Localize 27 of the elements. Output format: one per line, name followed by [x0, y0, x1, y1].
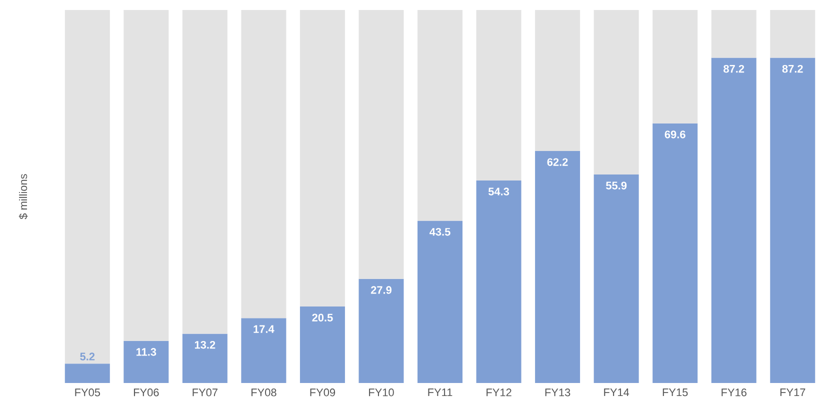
data-label: 43.5 — [430, 228, 450, 236]
x-tick-label: FY17 — [780, 388, 806, 396]
data-label: 17.4 — [254, 325, 274, 333]
x-tick-label: FY16 — [722, 388, 746, 396]
x-tick-label: FY07 — [192, 388, 218, 396]
data-label: 69.6 — [664, 130, 686, 138]
x-tick-label: FY15 — [662, 388, 688, 396]
x-tick-label: FY08 — [252, 388, 276, 396]
x-tick-label: FY09 — [310, 388, 336, 396]
x-tick-label: FY05 — [75, 388, 100, 396]
data-label: 87.2 — [782, 64, 803, 73]
x-tick-label: FY06 — [134, 388, 159, 396]
x-tick-label: FY13 — [545, 388, 570, 396]
y-axis-title: $ millions — [18, 174, 28, 220]
x-tick-label: FY12 — [486, 388, 512, 396]
data-label: 5.2 — [80, 352, 95, 360]
data-label: 27.9 — [370, 286, 392, 294]
data-label: 11.3 — [136, 348, 156, 356]
data-label: 87.2 — [724, 64, 744, 73]
x-tick-label: FY11 — [428, 388, 452, 396]
data-label: 20.5 — [312, 314, 333, 322]
data-label: 13.2 — [194, 340, 216, 349]
x-tick-label: FY10 — [369, 388, 394, 396]
data-label: 62.2 — [547, 158, 568, 166]
x-tick-label: FY14 — [604, 388, 630, 396]
data-label: 54.3 — [488, 188, 510, 196]
data-label: 55.9 — [606, 182, 627, 190]
